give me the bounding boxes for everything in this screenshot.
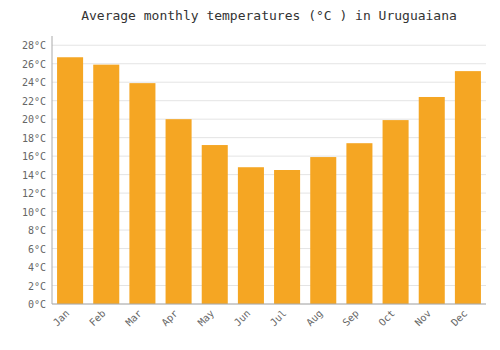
x-tick-label: Sep <box>340 308 361 329</box>
x-tick-label: Feb <box>87 308 108 329</box>
x-tick-label: Mar <box>123 308 144 329</box>
y-tick-label: 26°C <box>22 59 46 70</box>
y-tick-label: 18°C <box>22 133 46 144</box>
y-tick-label: 4°C <box>28 262 46 273</box>
title: Average monthly temperatures (°C ) in Ur… <box>81 8 457 23</box>
x-tick-label: Jun <box>232 308 253 329</box>
bar <box>238 167 264 304</box>
y-tick-label: 24°C <box>22 77 46 88</box>
y-tick-label: 6°C <box>28 244 46 255</box>
bar <box>346 143 372 304</box>
y-tick-label: 14°C <box>22 170 46 181</box>
x-axis <box>52 304 486 305</box>
grid <box>52 45 486 304</box>
bar <box>129 83 155 304</box>
x-tick-label: May <box>196 308 217 329</box>
x-tick-label: Apr <box>159 308 180 329</box>
bar <box>310 157 336 304</box>
y-tick-label: 2°C <box>28 281 46 292</box>
bars <box>57 57 481 304</box>
x-tick-label: Aug <box>304 308 325 329</box>
x-tick-label: Dec <box>449 308 470 329</box>
y-tick-label: 12°C <box>22 188 46 199</box>
y-tick-label: 0°C <box>28 299 46 310</box>
bar <box>383 120 409 304</box>
y-tick-label: 22°C <box>22 96 46 107</box>
bar <box>455 71 481 304</box>
x-tick-label: Nov <box>413 308 434 329</box>
y-axis <box>52 36 53 304</box>
y-tick-label: 28°C <box>22 40 46 51</box>
grid-line <box>52 63 486 64</box>
grid-line <box>52 304 486 305</box>
grid-line <box>52 45 486 46</box>
chart: Average monthly temperatures (°C ) in Ur… <box>0 0 500 350</box>
bar <box>202 145 228 304</box>
bar <box>274 170 300 304</box>
bar <box>93 65 119 304</box>
x-tick-label: Oct <box>376 308 397 329</box>
bar <box>419 97 445 304</box>
y-tick-label: 8°C <box>28 225 46 236</box>
y-tick-label: 20°C <box>22 114 46 125</box>
y-tick-label: 10°C <box>22 207 46 218</box>
bar <box>166 119 192 304</box>
y-tick-label: 16°C <box>22 151 46 162</box>
bar <box>57 57 83 304</box>
x-tick-label: Jul <box>268 308 289 329</box>
x-tick-label: Jan <box>51 308 72 329</box>
